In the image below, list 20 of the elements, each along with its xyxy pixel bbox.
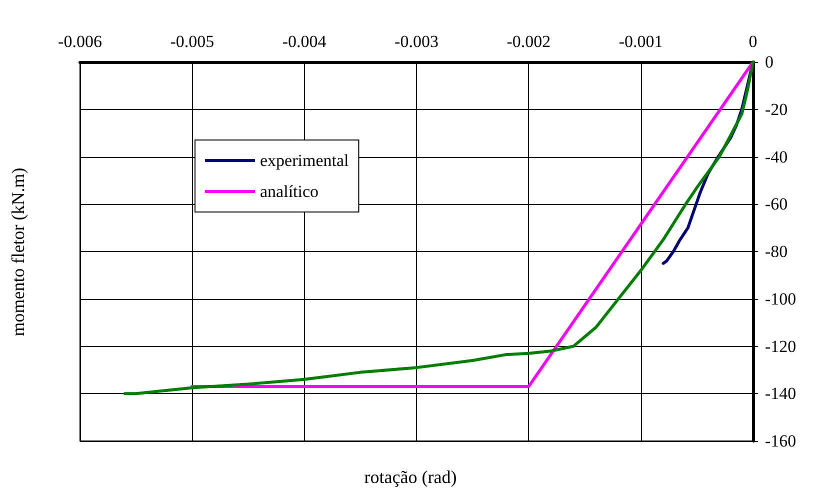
y-tick-label: -120 — [765, 336, 796, 356]
y-tick-label: -160 — [765, 432, 796, 450]
y-tick-label: -60 — [765, 194, 788, 214]
x-tick-label: -0.003 — [394, 32, 438, 51]
y-tick-label: 0 — [765, 52, 774, 72]
y-axis-title: momento fletor (kN.m) — [8, 168, 28, 336]
y-tick-label: -140 — [765, 384, 796, 404]
y-tick-label: -100 — [765, 289, 796, 308]
x-tick-label: -0.005 — [170, 32, 214, 51]
x-tick-label: 0 — [748, 32, 758, 51]
legend-label: analítico — [260, 182, 319, 201]
legend-label: experimental — [260, 151, 350, 170]
y-tick-label: -80 — [765, 242, 788, 261]
y-tick-label: -20 — [765, 100, 788, 119]
y-tick-label: -40 — [765, 147, 788, 166]
x-tick-label: -0.002 — [506, 32, 551, 51]
x-tick-label: -0.006 — [58, 32, 102, 51]
x-tick-label: -0.001 — [618, 32, 663, 51]
x-axis-title: rotação (rad) — [364, 467, 457, 487]
x-tick-label: -0.004 — [282, 32, 327, 51]
